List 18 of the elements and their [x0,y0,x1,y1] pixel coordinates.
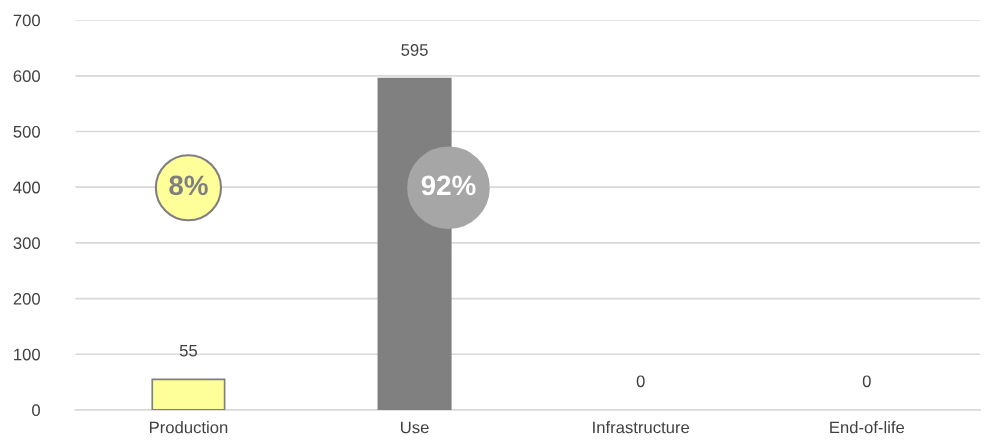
y-tick-label: 100 [14,348,40,361]
data-label: 0 [862,375,871,388]
data-label: 0 [636,375,645,388]
y-tick-label: 400 [13,181,40,194]
y-tick-label: 0 [32,404,40,417]
annotation: 8% [169,175,208,196]
x-tick-label: End-of-life [830,421,905,434]
y-tick-label: 300 [13,237,40,250]
x-tick-label: Use [401,421,429,434]
x-tick-label: Production [149,421,228,434]
y-tick-label: 600 [13,70,40,83]
annotation: 92% [421,175,476,196]
data-label: 595 [401,44,428,56]
y-tick-label: 500 [13,125,40,138]
x-tick-label: Infrastructure [593,421,690,434]
y-tick-label: 200 [13,292,40,305]
data-label: 55 [179,344,198,357]
y-tick-label: 700 [13,14,40,27]
